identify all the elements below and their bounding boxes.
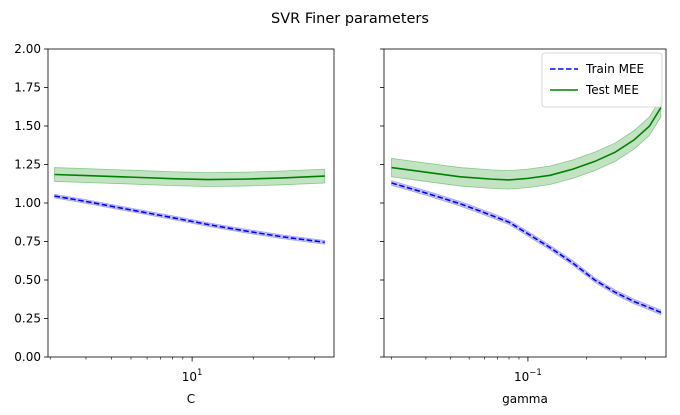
test-mee-line bbox=[54, 173, 325, 181]
subplot-gamma: 10−1 gamma Train MEE Test MEE bbox=[380, 48, 667, 406]
legend-label-train: Train MEE bbox=[585, 62, 644, 76]
y-tick-label: 1.25 bbox=[14, 158, 41, 172]
test-mee-band bbox=[54, 167, 326, 187]
y-tick-label: 0.00 bbox=[14, 350, 41, 364]
train-mee-band bbox=[54, 193, 326, 245]
y-tick-label: 0.25 bbox=[14, 312, 41, 326]
y-tick-label: 1.00 bbox=[14, 196, 41, 210]
test-mee-band bbox=[391, 96, 662, 190]
x-tick-label: 10−1 bbox=[514, 368, 542, 384]
y-tick-label: 0.50 bbox=[14, 273, 41, 287]
train-mee-band bbox=[391, 180, 662, 316]
figure-title: SVR Finer parameters bbox=[271, 11, 429, 27]
y-tick-label: 2.00 bbox=[14, 42, 41, 56]
subplot-c: 0.00 0.25 0.50 0.75 1.00 1.25 1.50 1.75 2.00 101 C bbox=[14, 42, 335, 406]
y-tick-label: 1.75 bbox=[14, 81, 41, 95]
test-mee-line bbox=[391, 107, 662, 181]
train-mee-line bbox=[54, 195, 325, 244]
legend-frame bbox=[541, 52, 663, 108]
x-axis-label: C bbox=[187, 392, 195, 406]
legend: Train MEE Test MEE bbox=[541, 52, 663, 108]
y-tick-label: 1.50 bbox=[14, 119, 41, 133]
train-mee-line bbox=[391, 182, 662, 314]
x-tick-label: 101 bbox=[182, 368, 203, 384]
x-axis-label: gamma bbox=[502, 392, 548, 406]
y-tick-label: 0.75 bbox=[14, 235, 41, 249]
legend-label-test: Test MEE bbox=[585, 83, 639, 97]
